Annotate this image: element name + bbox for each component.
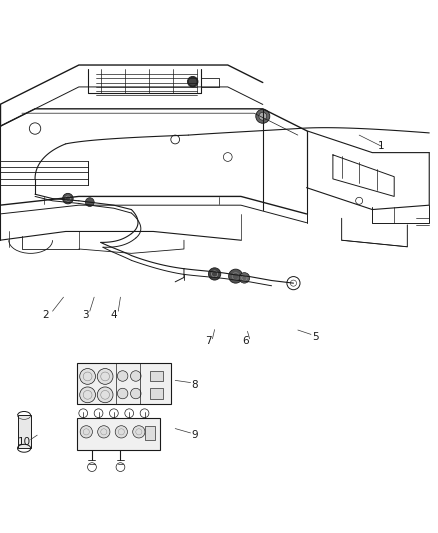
Circle shape	[188, 77, 197, 86]
Bar	[77, 418, 160, 450]
Bar	[145, 426, 155, 440]
Circle shape	[259, 112, 267, 120]
Circle shape	[85, 198, 94, 206]
Circle shape	[115, 426, 127, 438]
Bar	[77, 363, 171, 405]
Bar	[150, 388, 163, 399]
Text: 2: 2	[42, 310, 49, 320]
Text: 5: 5	[312, 332, 319, 342]
Text: 8: 8	[191, 379, 198, 390]
Circle shape	[97, 368, 113, 384]
Circle shape	[117, 388, 128, 399]
Circle shape	[133, 426, 145, 438]
Text: 1: 1	[378, 141, 385, 151]
Circle shape	[256, 109, 270, 123]
Circle shape	[97, 387, 113, 403]
Circle shape	[131, 371, 141, 381]
Text: 6: 6	[242, 336, 249, 346]
Text: 3: 3	[82, 310, 89, 320]
Circle shape	[63, 193, 73, 204]
Circle shape	[80, 387, 95, 403]
Circle shape	[208, 268, 221, 280]
Text: 4: 4	[110, 310, 117, 320]
Circle shape	[187, 76, 198, 87]
Circle shape	[80, 368, 95, 384]
Circle shape	[190, 78, 196, 85]
Text: 9: 9	[191, 430, 198, 440]
Circle shape	[80, 426, 92, 438]
Circle shape	[229, 269, 243, 283]
Circle shape	[117, 371, 128, 381]
Circle shape	[239, 273, 250, 283]
Text: 7: 7	[205, 336, 212, 346]
Bar	[18, 415, 31, 448]
Text: 10: 10	[18, 437, 31, 447]
Circle shape	[98, 426, 110, 438]
Bar	[150, 371, 163, 381]
Circle shape	[131, 388, 141, 399]
